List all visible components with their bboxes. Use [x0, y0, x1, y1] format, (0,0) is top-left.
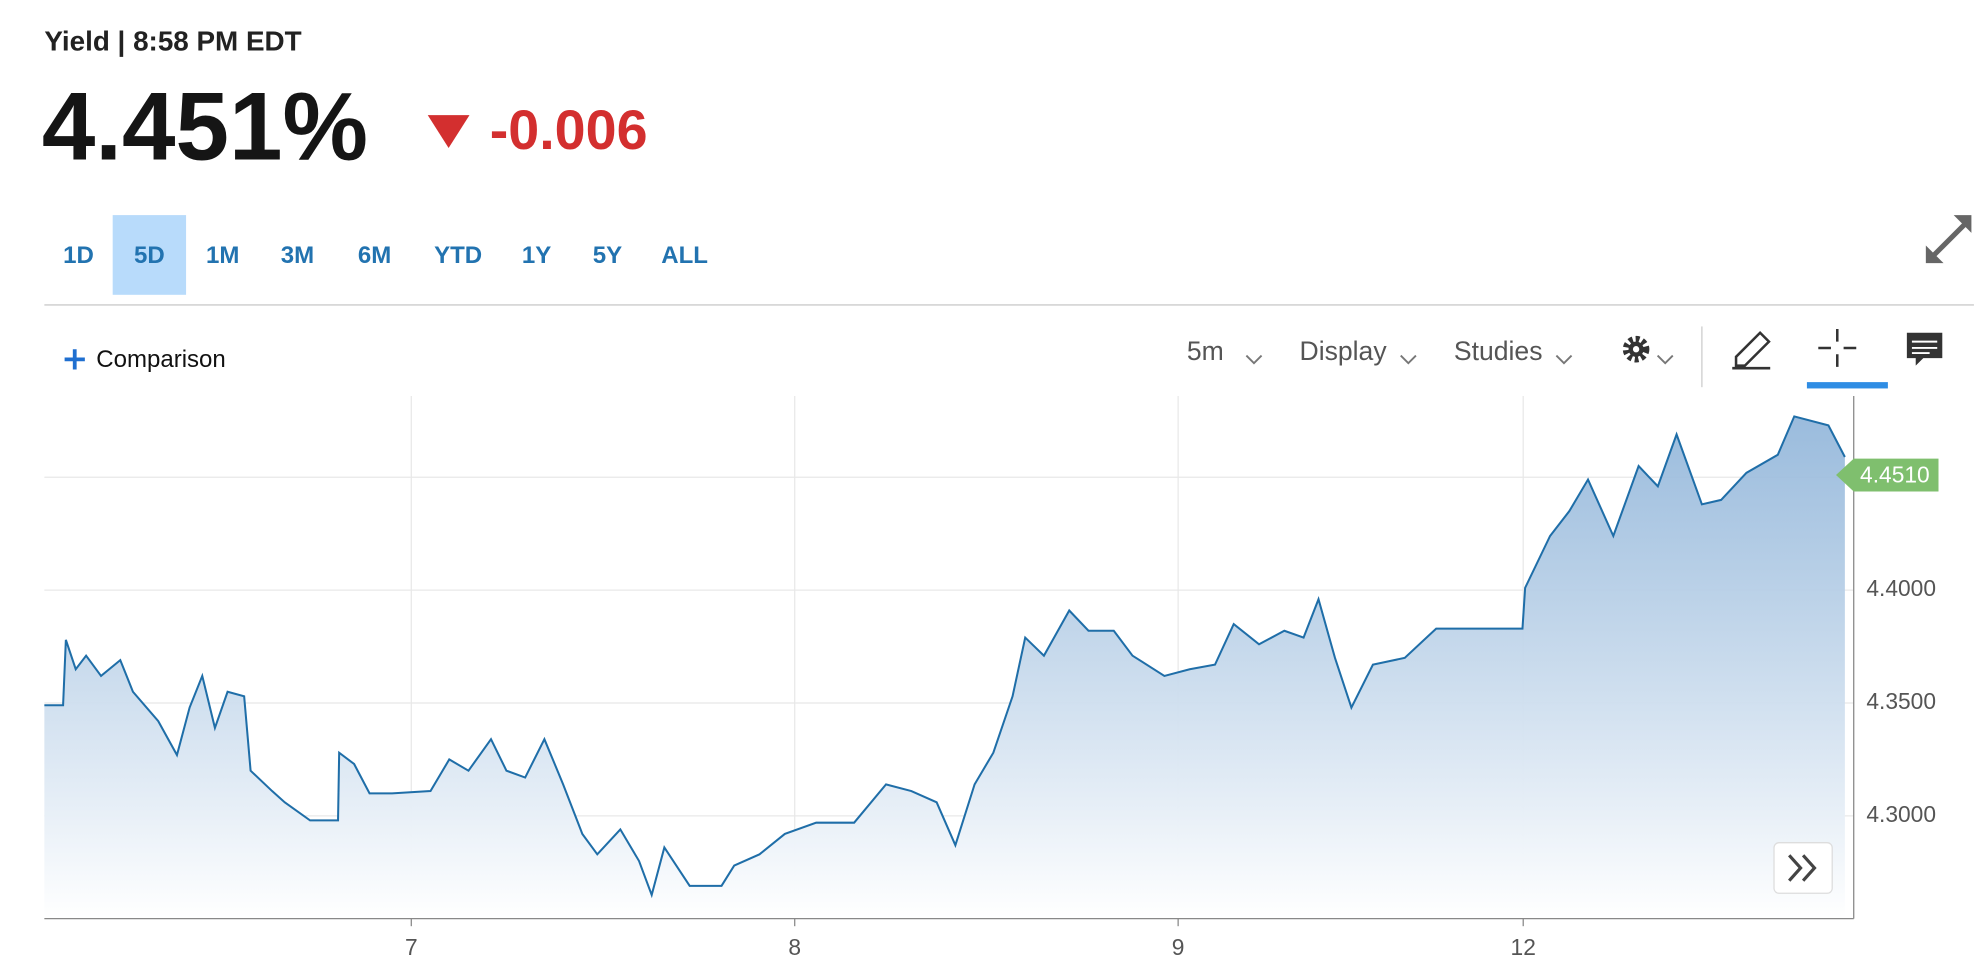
studies-label: Studies — [1454, 336, 1543, 366]
range-button[interactable]: 1M — [206, 242, 239, 269]
interval-label: 5m — [1187, 336, 1224, 366]
y-tick-label: 4.4000 — [1866, 575, 1936, 601]
display-menu[interactable]: Display — [1300, 336, 1417, 366]
scroll-box — [1773, 842, 1833, 894]
area-fill — [44, 416, 1845, 919]
x-tick-label: 7 — [405, 934, 418, 960]
price-line — [44, 415, 1846, 899]
y-tick-label: 4.3000 — [1866, 801, 1936, 827]
scroll-arrows — [1788, 854, 1817, 882]
last-price-label: 4.4510 — [1860, 461, 1930, 487]
range-selected — [112, 215, 187, 295]
range-button[interactable]: 5Y — [593, 242, 622, 269]
last-price-tag — [1836, 458, 1939, 492]
quote-change: -0.006 — [490, 99, 648, 161]
display-label: Display — [1300, 336, 1388, 366]
chart: 4.3000 4.3500 4.4000 7 8 9 12 4.4510 — [44, 396, 1939, 960]
range-button[interactable]: 3M — [281, 242, 314, 269]
range-button[interactable]: 6M — [358, 242, 391, 269]
down-arrow — [427, 115, 470, 149]
gear-hole — [1632, 346, 1640, 353]
range-button[interactable]: ALL — [661, 242, 708, 269]
x-tick-label: 12 — [1511, 934, 1536, 960]
crosshair-icon[interactable] — [1818, 328, 1857, 367]
comparison-label: Comparison — [96, 346, 226, 373]
y-tick-label: 4.3500 — [1866, 688, 1936, 714]
settings-menu[interactable] — [1622, 335, 1674, 365]
draw-icon[interactable] — [1732, 330, 1771, 370]
chevron — [1656, 354, 1674, 365]
quote-title: Yield | 8:58 PM EDT — [44, 25, 301, 56]
x-tick-label: 8 — [788, 934, 801, 960]
studies-menu[interactable]: Studies — [1454, 336, 1573, 366]
plus-icon — [64, 349, 85, 370]
range-button[interactable]: 1Y — [522, 242, 551, 269]
comment-icon[interactable] — [1906, 332, 1943, 366]
expand-icon[interactable] — [1925, 215, 1972, 264]
range-bar: 1D 5D 1M 3M 6M YTD 1Y 5Y ALL — [63, 242, 708, 269]
scroll-button[interactable] — [1773, 842, 1833, 894]
chevron — [1400, 354, 1417, 365]
range-button[interactable]: 1D — [63, 242, 94, 269]
gear-icon — [1622, 335, 1650, 363]
comparison-button[interactable]: Comparison — [64, 346, 226, 373]
x-tick-label: 9 — [1172, 934, 1185, 960]
range-button[interactable]: 5D — [134, 242, 165, 269]
chevron — [1245, 354, 1263, 365]
range-button[interactable]: YTD — [434, 242, 482, 269]
crosshair-active — [1806, 382, 1888, 389]
chevron — [1555, 354, 1573, 365]
quote-price: 4.451% — [42, 74, 368, 181]
interval-menu[interactable]: 5m — [1187, 336, 1263, 366]
